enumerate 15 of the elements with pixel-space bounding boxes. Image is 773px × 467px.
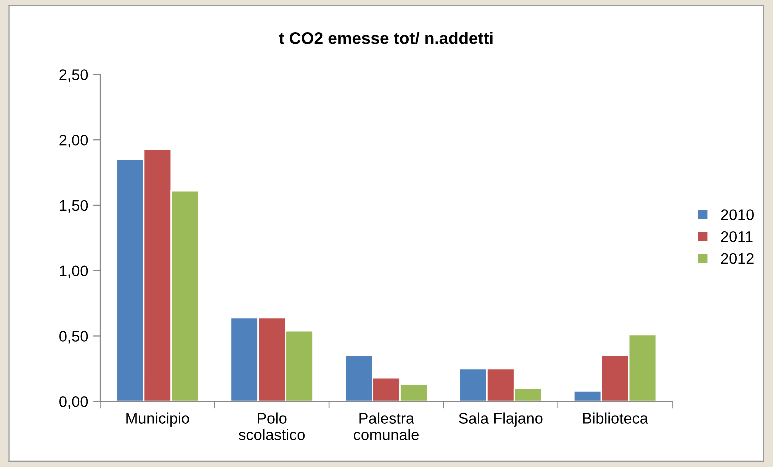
chart-title: t CO2 emesse tot/ n.addetti — [279, 32, 493, 44]
y-tick-label: 1,50 — [60, 200, 88, 213]
x-tick-label: Biblioteca — [583, 412, 648, 424]
x-tick-label: Polo scolastico — [238, 412, 305, 440]
x-tick-label: Sala Flajano — [459, 412, 543, 427]
legend-label: 2012 — [721, 253, 754, 264]
y-tick-label: 1,00 — [60, 266, 88, 278]
y-tick-label: 0,00 — [60, 396, 88, 410]
legend-label: 2011 — [721, 231, 753, 242]
y-tick-label: 2,50 — [60, 70, 88, 82]
y-tick-label: 2,00 — [60, 134, 88, 148]
x-tick-label: Municipio — [126, 412, 190, 427]
x-tick-label: Palestra comunale — [354, 412, 419, 440]
y-tick-label: 0,50 — [60, 331, 88, 344]
legend-label: 2010 — [721, 210, 754, 220]
